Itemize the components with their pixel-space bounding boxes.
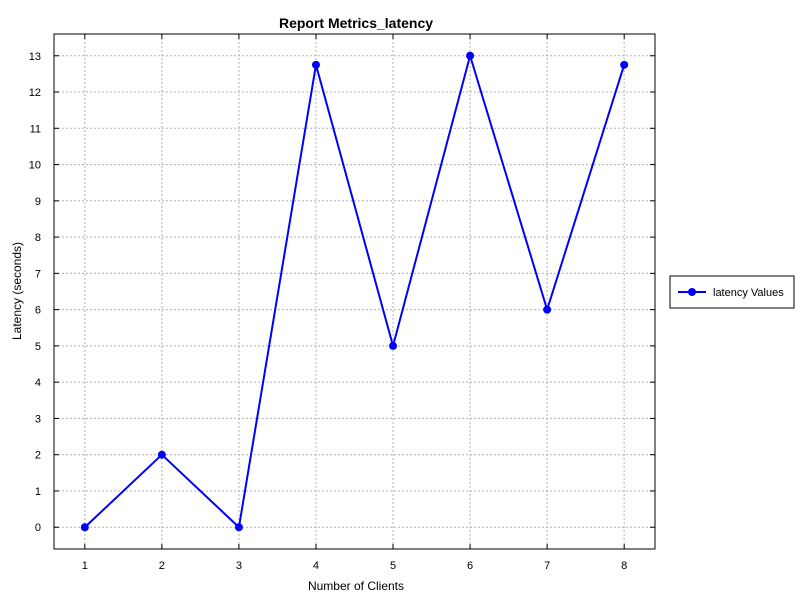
x-tick-label: 2: [159, 560, 165, 572]
y-axis-label: Latency (seconds): [10, 242, 24, 340]
data-point: [620, 60, 629, 69]
series-line: [84, 52, 626, 530]
y-tick-label: 0: [35, 522, 41, 534]
x-tick-label: 5: [390, 560, 396, 572]
chart-title: Report Metrics_latency: [279, 15, 433, 31]
y-tick-label: 7: [35, 268, 41, 280]
x-tick-label: 3: [236, 560, 242, 572]
y-tick-label: 12: [29, 87, 41, 99]
y-tick-label: 3: [35, 413, 41, 425]
series-layer: [80, 51, 629, 532]
data-point: [157, 450, 166, 459]
x-tick-label: 7: [544, 560, 550, 572]
data-point: [466, 51, 475, 60]
data-point: [80, 523, 89, 532]
x-tick-label: 6: [467, 560, 473, 572]
y-tick-label: 11: [30, 123, 41, 135]
data-point: [543, 305, 552, 314]
y-tick-label: 1: [35, 486, 41, 498]
data-point: [311, 60, 320, 69]
data-point: [389, 341, 398, 350]
y-tick-label: 2: [35, 450, 41, 462]
y-tick-label: 9: [35, 196, 41, 208]
legend-label: latency Values: [713, 287, 784, 299]
y-tick-label: 13: [29, 51, 41, 63]
x-tick-label: 1: [82, 560, 88, 572]
x-axis: 1 2 3 4 5 6 7 8: [82, 34, 627, 572]
data-point: [234, 523, 243, 532]
plot-frame: [53, 33, 656, 550]
y-tick-label: 6: [35, 305, 41, 317]
y-tick-label: 10: [29, 160, 41, 172]
legend: latency Values: [669, 275, 795, 309]
x-tick-label: 8: [621, 560, 627, 572]
legend-marker: [688, 288, 696, 296]
y-tick-label: 4: [35, 377, 41, 389]
y-tick-label: 5: [35, 341, 41, 353]
x-axis-label: Number of Clients: [308, 579, 404, 593]
grid: [54, 34, 655, 549]
x-tick-label: 4: [313, 560, 319, 572]
y-tick-label: 8: [35, 232, 41, 244]
